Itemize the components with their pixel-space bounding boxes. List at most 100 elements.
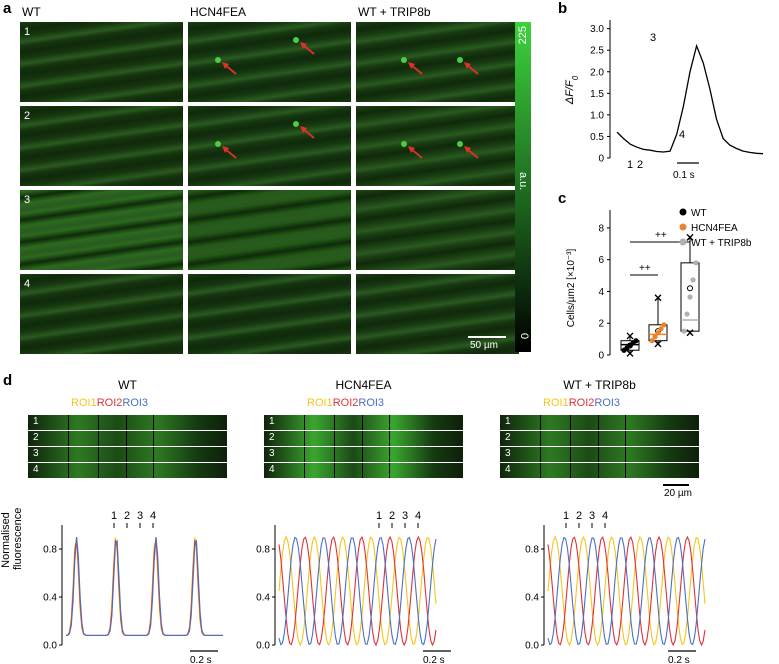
- panel-b-ytick: 2.5: [590, 46, 604, 57]
- sig-label-1: ++: [655, 230, 667, 241]
- roi-divider: [334, 431, 335, 446]
- trace-line: [65, 537, 223, 636]
- roi-divider: [598, 415, 599, 430]
- strip-row-label: 4: [269, 464, 275, 475]
- panel-a-col-wt: WT: [22, 5, 41, 19]
- trace-ytick: 0.8: [43, 545, 57, 556]
- panel-d-letter: d: [3, 372, 13, 389]
- roi-divider: [304, 463, 305, 478]
- panel-b-letter: b: [558, 0, 568, 17]
- panel-b-trace: [616, 43, 764, 155]
- panel-a-letter: a: [3, 0, 12, 17]
- kymograph-strip: 4: [264, 463, 463, 478]
- strip-row-label: 3: [33, 448, 39, 459]
- trace-marker: 1: [563, 510, 569, 522]
- trace-scalebar-label: 0.2 s: [668, 655, 690, 664]
- kymograph-strip: 4: [500, 463, 699, 478]
- roi-divider: [362, 415, 363, 430]
- panel-c-legend: WT HCN4FEA WT + TRIP8b: [679, 208, 752, 249]
- roi-divider: [598, 447, 599, 462]
- roi-label-roi3: ROI3: [594, 397, 621, 409]
- micro-tile: [188, 106, 351, 186]
- roi-divider: [389, 415, 390, 430]
- roi-divider: [98, 447, 99, 462]
- roi-divider: [126, 463, 127, 478]
- strip-row-label: 4: [33, 464, 39, 475]
- kymograph-strip: 2: [28, 431, 227, 446]
- trace-marker: 1: [376, 510, 382, 522]
- micro-tile: 2: [20, 106, 183, 186]
- legend-wt: WT: [691, 208, 707, 219]
- trace-ytick: 0.4: [43, 593, 57, 604]
- trace-marker: 2: [389, 510, 395, 522]
- micro-row-label: 3: [24, 194, 31, 206]
- colorbar-top-label: 225: [517, 26, 529, 45]
- kymograph-strip: 1: [28, 415, 227, 430]
- trace-ytick: 0.0: [256, 641, 270, 652]
- panel-b-ytick: 1.5: [590, 89, 604, 100]
- panel-c-ytick: 0: [598, 351, 604, 362]
- panel-b-annot-3: 3: [650, 32, 656, 44]
- roi-divider: [540, 431, 541, 446]
- roi-divider: [334, 415, 335, 430]
- roi-divider: [362, 447, 363, 462]
- roi-divider: [98, 415, 99, 430]
- roi-divider: [153, 431, 154, 446]
- panel-a-col-trip8b: WT + TRIP8b: [358, 5, 431, 19]
- red-arrows: [401, 57, 479, 75]
- roi-divider: [362, 463, 363, 478]
- roi-label-roi2: ROI2: [568, 397, 595, 409]
- roi-divider: [304, 415, 305, 430]
- panel-b-ytick: 1.0: [590, 110, 604, 121]
- panel-b-ytick: 3.0: [590, 24, 604, 35]
- roi-divider: [334, 447, 335, 462]
- roi-divider: [98, 463, 99, 478]
- trace-group-2: 0.0 0.4 0.8 1 2 3 4 0.2 s: [525, 510, 706, 664]
- trace-ytick: 0.0: [43, 641, 57, 652]
- panel-b-annot-2: 2: [637, 159, 643, 171]
- kymograph-strip: 2: [500, 431, 699, 446]
- roi-divider: [625, 447, 626, 462]
- roi-divider: [98, 431, 99, 446]
- roi-divider: [126, 431, 127, 446]
- roi-label-roi2: ROI2: [332, 397, 359, 409]
- roi-divider: [153, 463, 154, 478]
- strip-row-label: 3: [269, 448, 275, 459]
- roi-divider: [540, 415, 541, 430]
- panel-b-scalebar-label: 0.1 s: [673, 170, 695, 181]
- roi-divider: [598, 463, 599, 478]
- roi-label-roi3: ROI3: [122, 397, 149, 409]
- kymograph-strip: 3: [28, 447, 227, 462]
- red-arrows: [215, 121, 315, 159]
- colorbar-bottom-label: 0: [518, 333, 530, 340]
- legend-hcn4fea: HCN4FEA: [691, 223, 738, 234]
- trace-ytick: 0.4: [256, 593, 270, 604]
- kymograph-strip: 1: [500, 415, 699, 430]
- micro-tile: 3: [20, 190, 183, 270]
- trace-scalebar-label: 0.2 s: [423, 655, 445, 664]
- strip-row-label: 1: [505, 416, 511, 427]
- panel-b-chart: ΔF/F0 0 0.5 1.0 1.5 2.0 2.5 3.0 1 2 3 4 0.1 s: [564, 20, 764, 181]
- panel-c-ytick: 2: [598, 319, 604, 330]
- kymograph-strip: 2: [264, 431, 463, 446]
- trace-ytick: 0.8: [525, 545, 539, 556]
- box-2: [680, 233, 700, 337]
- roi-label-roi1: ROI1: [543, 397, 569, 409]
- panel-c-ylabel: Cells/µm2 [×10⁻³]: [566, 249, 577, 328]
- strip-scalebar: [663, 484, 689, 486]
- micro-tile: [356, 22, 519, 102]
- trace-line: [547, 536, 706, 646]
- box-0: [620, 332, 640, 357]
- box-1: [648, 294, 668, 348]
- roi-divider: [625, 463, 626, 478]
- micro-row-label: 1: [24, 26, 31, 38]
- roi-divider: [570, 431, 571, 446]
- roi-divider: [126, 447, 127, 462]
- kymograph-strip: 4: [28, 463, 227, 478]
- panel-b-annot-1: 1: [627, 159, 633, 171]
- trace-marker: 4: [415, 510, 421, 522]
- red-arrows: [215, 37, 315, 75]
- roi-divider: [304, 431, 305, 446]
- kymograph-strip: 3: [500, 447, 699, 462]
- panel-d-traces: 0.00.40.81 2 3 40.2 s0.00.40.81 2 3 40.2 s0.00…: [43, 510, 706, 664]
